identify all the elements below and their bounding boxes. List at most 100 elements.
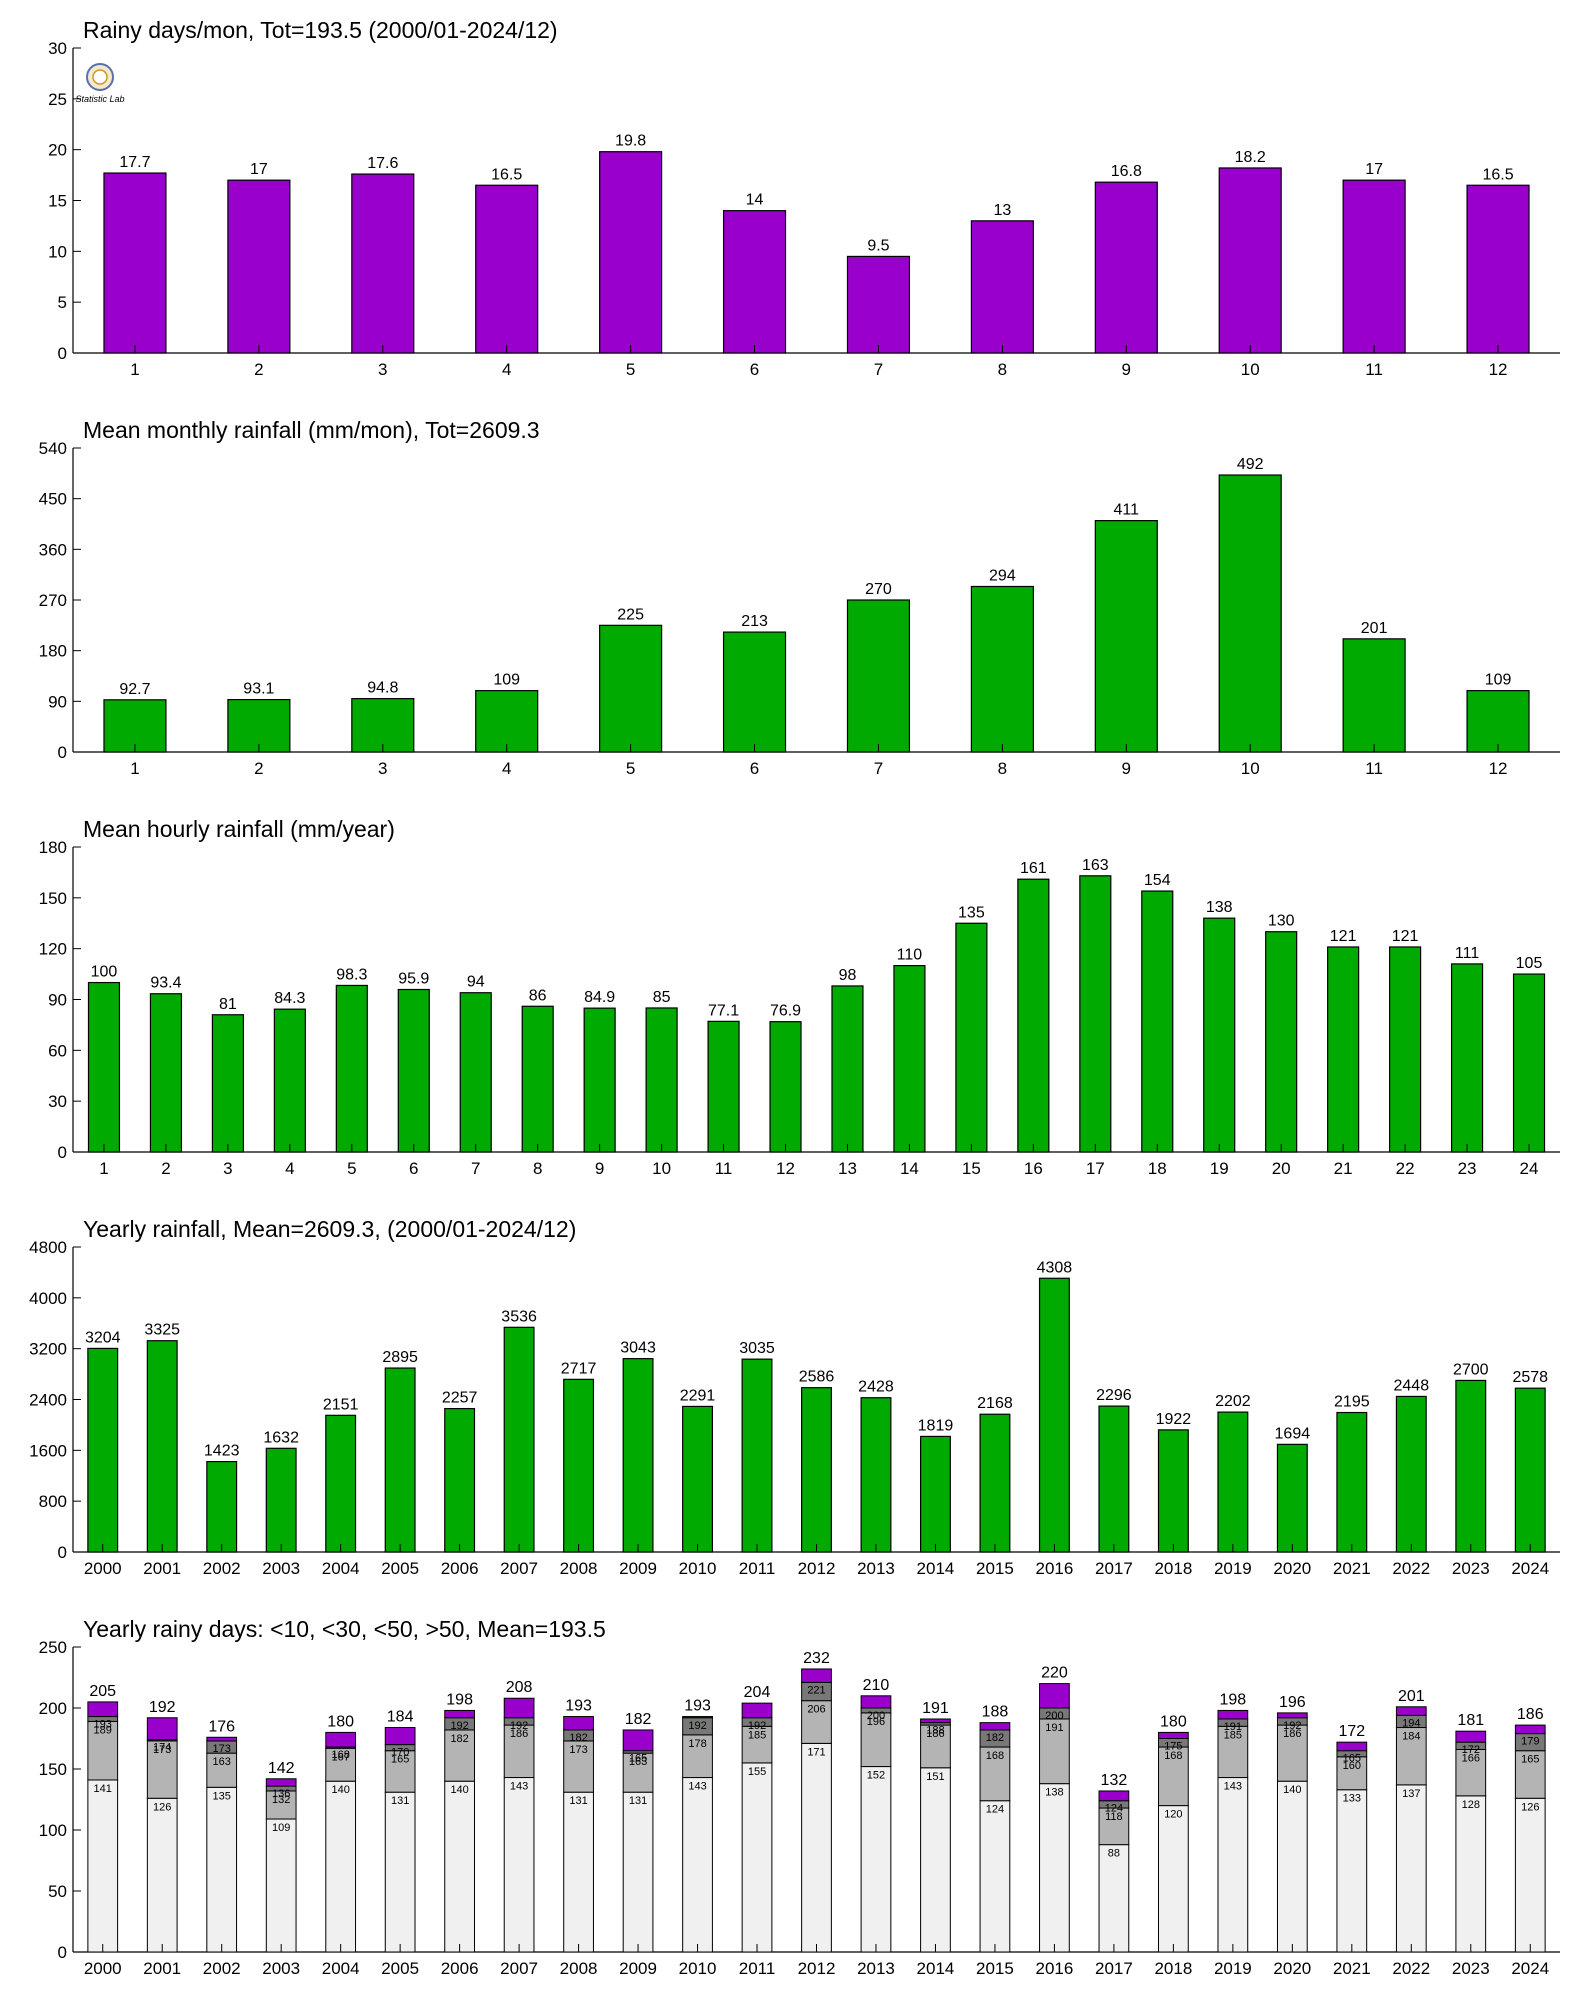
stacked-segment	[503, 1724, 535, 1779]
stacked-segment	[1514, 1797, 1546, 1953]
chart-panel-4: 0 800 1600 2400 3200 4000 4800 Yearly rainfall,…	[29, 1216, 1560, 1578]
bar	[146, 1340, 178, 1553]
x-tick-label: 2024	[1511, 1959, 1549, 1978]
segment-lt10-label: 133	[1343, 1793, 1361, 1805]
bar-total-label: 232	[803, 1650, 830, 1667]
y-tick-label: 2400	[29, 1391, 67, 1410]
segment-lt30-label: 168	[986, 1750, 1004, 1762]
x-tick-label: 2023	[1452, 1959, 1490, 1978]
bar-value-label: 411	[1114, 502, 1140, 519]
y-tick-label: 50	[48, 1882, 67, 1901]
x-tick-label: 7	[471, 1159, 480, 1178]
bar-value-label: 121	[1392, 928, 1419, 945]
stacked-segment	[384, 1791, 416, 1953]
segment-lt50-label: 188	[926, 1725, 944, 1737]
x-tick-label: 20	[1272, 1159, 1291, 1178]
bar	[397, 988, 430, 1153]
bar	[503, 1326, 535, 1553]
x-tick-label: 13	[838, 1159, 857, 1178]
x-tick-label: 4	[502, 759, 511, 778]
stacked-segment	[1158, 1746, 1189, 1807]
bar	[1157, 1429, 1189, 1553]
y-tick-label: 0	[58, 1943, 67, 1962]
x-tick-label: 2016	[1036, 1959, 1074, 1978]
bar-value-label: 16.5	[1482, 166, 1513, 183]
x-tick-label: 2015	[976, 1959, 1014, 1978]
bar-value-label: 17.6	[367, 155, 398, 172]
bar-value-label: 76.9	[770, 1003, 801, 1020]
bar-value-label: 93.1	[243, 681, 274, 698]
x-tick-label: 2013	[857, 1559, 895, 1578]
bar-value-label: 4308	[1037, 1259, 1073, 1276]
segment-lt30-label: 118	[1105, 1811, 1123, 1823]
segment-lt50-label: 192	[1283, 1720, 1301, 1732]
stacked-segment	[265, 1778, 297, 1787]
bar-value-label: 2700	[1453, 1361, 1489, 1378]
x-tick-label: 2021	[1333, 1559, 1371, 1578]
x-tick-label: 4	[285, 1159, 294, 1178]
bar-value-label: 19.8	[615, 133, 646, 150]
bar-value-label: 84.3	[274, 990, 305, 1007]
y-tick-label: 0	[58, 743, 67, 762]
stacked-segment	[146, 1717, 178, 1741]
bar	[846, 599, 911, 753]
bar-total-label: 208	[506, 1679, 533, 1696]
bar-value-label: 94.8	[367, 680, 398, 697]
bar	[521, 1005, 554, 1153]
bar	[1455, 1379, 1487, 1553]
bar	[1466, 184, 1530, 354]
bar	[351, 173, 415, 354]
bar	[970, 220, 1034, 354]
bar-value-label: 213	[741, 613, 768, 630]
chart-title: Yearly rainy days: <10, <30, <50, >50, M…	[83, 1616, 606, 1642]
bar-total-label: 182	[625, 1711, 652, 1728]
segment-lt50-label: 194	[1402, 1717, 1420, 1729]
bar-value-label: 3536	[501, 1308, 537, 1325]
bar	[103, 699, 167, 753]
x-tick-label: 2003	[262, 1959, 300, 1978]
bar-value-label: 109	[493, 672, 520, 689]
x-tick-label: 3	[378, 360, 387, 379]
stacked-segment	[265, 1790, 297, 1820]
x-tick-label: 2018	[1154, 1959, 1192, 1978]
x-tick-label: 2002	[203, 1959, 241, 1978]
x-tick-label: 2012	[798, 1959, 836, 1978]
stacked-segment	[1217, 1725, 1249, 1779]
x-tick-label: 11	[1365, 759, 1383, 778]
x-tick-label: 5	[347, 1159, 356, 1178]
bar-value-label: 85	[653, 989, 671, 1006]
x-tick-label: 9	[1122, 759, 1131, 778]
y-tick-label: 0	[58, 344, 67, 363]
segment-lt30-label: 173	[153, 1744, 171, 1756]
bar-value-label: 105	[1516, 955, 1543, 972]
stacked-segment	[920, 1724, 951, 1769]
y-tick-label: 10	[48, 242, 67, 261]
bar-value-label: 225	[617, 606, 644, 623]
bar-value-label: 2168	[977, 1395, 1013, 1412]
segment-lt50-label: 182	[569, 1732, 587, 1744]
bar	[707, 1020, 740, 1153]
bar-value-label: 161	[1020, 860, 1047, 877]
segment-lt30-label: 163	[629, 1756, 647, 1768]
bar	[722, 631, 787, 753]
bar	[1141, 890, 1174, 1153]
segment-lt10-label: 131	[629, 1795, 647, 1807]
bar	[351, 698, 415, 753]
bar	[1218, 474, 1282, 753]
bar-value-label: 95.9	[398, 971, 429, 988]
bar-value-label: 138	[1206, 899, 1233, 916]
x-tick-label: 2014	[917, 1959, 955, 1978]
bar-value-label: 294	[989, 567, 1016, 584]
stacked-segment	[801, 1742, 832, 1953]
stacked-segment	[801, 1668, 832, 1683]
x-tick-label: 2022	[1392, 1559, 1430, 1578]
bar-total-label: 193	[565, 1698, 592, 1715]
bar-value-label: 111	[1455, 945, 1479, 962]
segment-lt50-label: 221	[807, 1684, 825, 1696]
bar	[335, 984, 368, 1153]
segment-lt50-label: 193	[94, 1719, 112, 1731]
x-tick-label: 2011	[739, 1559, 776, 1578]
x-tick-label: 21	[1334, 1159, 1353, 1178]
x-tick-label: 2015	[976, 1559, 1014, 1578]
bar	[149, 993, 183, 1153]
